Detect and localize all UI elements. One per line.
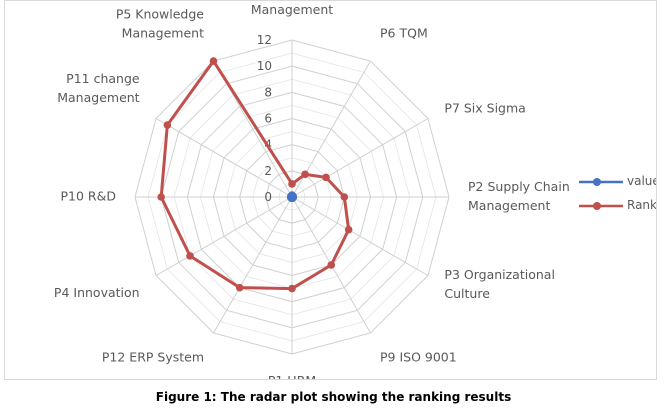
- category-label: P9 ISO 9001: [380, 349, 457, 364]
- category-label-line: P10 R&D: [61, 189, 116, 204]
- legend-item-values: values: [577, 173, 656, 197]
- data-point-rank: [322, 173, 330, 182]
- data-point-rank: [157, 193, 165, 201]
- category-label-line: Management: [251, 2, 333, 17]
- tick-label: 10: [257, 59, 272, 73]
- data-point-rank: [186, 252, 194, 260]
- category-label: P5 Knowledge Management: [116, 7, 204, 41]
- radial-spoke: [291, 118, 429, 198]
- legend-label-values: values: [627, 174, 656, 188]
- data-point-rank: [209, 57, 218, 65]
- legend-label-rank: Rank: [627, 198, 657, 212]
- category-label: P12 ERP System: [102, 349, 204, 364]
- tick-label: 6: [264, 112, 272, 126]
- category-label: P2 Supply Chain Management: [468, 179, 570, 213]
- legend: values Rank: [577, 173, 657, 221]
- category-label: P6 TQM: [380, 26, 428, 41]
- legend-swatch-rank: [579, 202, 623, 210]
- data-point-rank: [288, 180, 296, 188]
- data-point-rank: [327, 261, 336, 269]
- category-label: P4 Innovation: [54, 285, 140, 300]
- radial-spoke: [155, 118, 293, 198]
- category-label-line: P2 Supply Chain: [468, 179, 570, 194]
- series-rank: [157, 57, 353, 293]
- radial-spoke: [155, 196, 293, 276]
- tick-label: 12: [257, 33, 272, 47]
- data-point-rank: [301, 170, 309, 179]
- category-label-line: P12 ERP System: [102, 349, 204, 364]
- category-label: P7 Six Sigma: [444, 101, 525, 116]
- category-label-line: P4 Innovation: [54, 285, 140, 300]
- category-label-line: Management: [468, 198, 550, 213]
- series-layer: [157, 57, 353, 293]
- category-label-line: P3 Organizational: [444, 267, 555, 282]
- data-point-rank: [344, 225, 353, 234]
- label-layer: P8 LeanManagement P6 TQM P7 Six Sigma P2 Su…: [54, 1, 570, 380]
- data-point-values: [287, 192, 296, 200]
- data-point-rank: [235, 283, 244, 292]
- legend-item-rank: Rank: [577, 197, 657, 221]
- category-label-line: Management: [122, 26, 204, 41]
- tick-label: 2: [264, 164, 272, 178]
- category-label: P11 change Management: [57, 71, 140, 105]
- category-label-line: P5 Knowledge: [116, 7, 204, 22]
- category-label-line: P9 ISO 9001: [380, 349, 457, 364]
- category-label: P1 HRM: [268, 373, 316, 380]
- category-label-line: Culture: [444, 286, 490, 301]
- category-label-line: P7 Six Sigma: [444, 101, 525, 116]
- category-label-line: P1 HRM: [268, 373, 316, 380]
- category-label: P8 LeanManagement: [251, 1, 333, 17]
- category-label: P10 R&D: [61, 189, 116, 204]
- tick-label: 0: [264, 190, 272, 204]
- series-values: [286, 191, 298, 203]
- legend-swatch-values: [579, 178, 623, 186]
- data-point-rank: [163, 121, 172, 129]
- category-label-line: P11 change: [66, 71, 140, 86]
- radial-spoke: [213, 196, 293, 334]
- category-label-line: Management: [57, 90, 139, 105]
- data-point-rank: [340, 193, 349, 201]
- category-label-line: P6 TQM: [380, 26, 428, 41]
- figure-caption: Figure 1: The radar plot showing the ran…: [155, 390, 512, 404]
- tick-label: 8: [264, 85, 272, 99]
- data-point-rank: [288, 284, 296, 293]
- radial-spoke: [291, 196, 429, 276]
- category-label: P3 Organizational Culture: [444, 267, 555, 301]
